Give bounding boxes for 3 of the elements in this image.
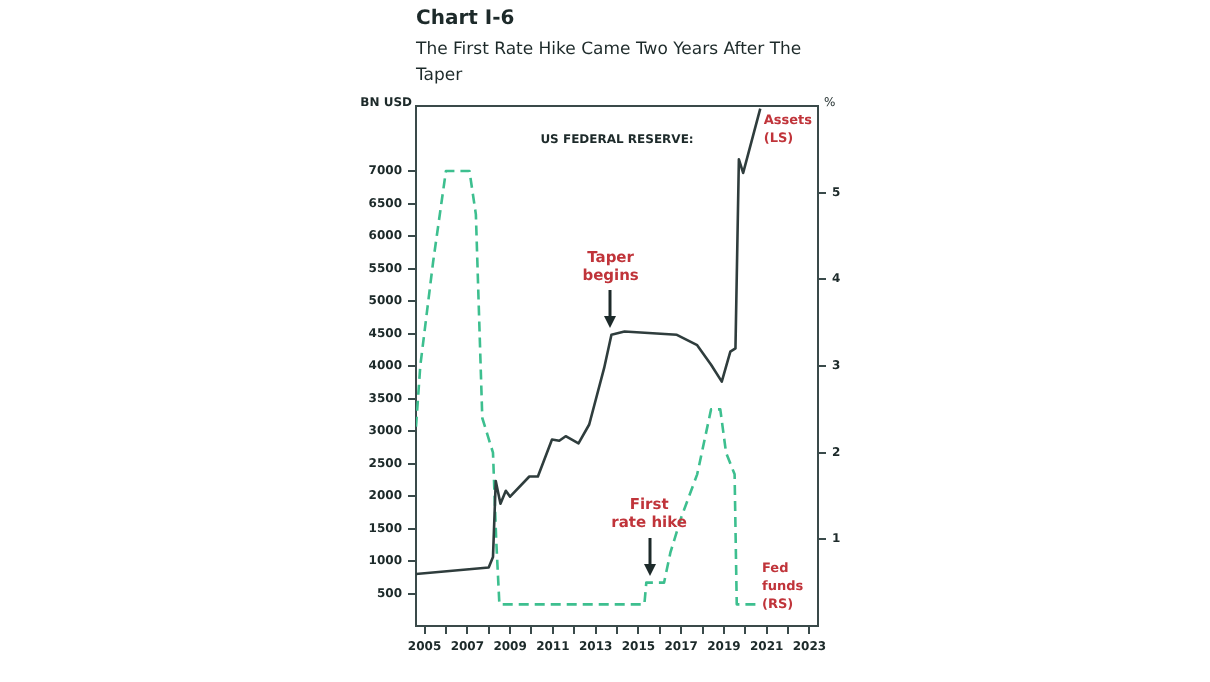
line-series — [416, 169, 758, 606]
chart-title: Chart I-6 — [416, 8, 515, 30]
chart-subtitle: The First Rate Hike Came Two Years After The Taper — [416, 38, 804, 90]
